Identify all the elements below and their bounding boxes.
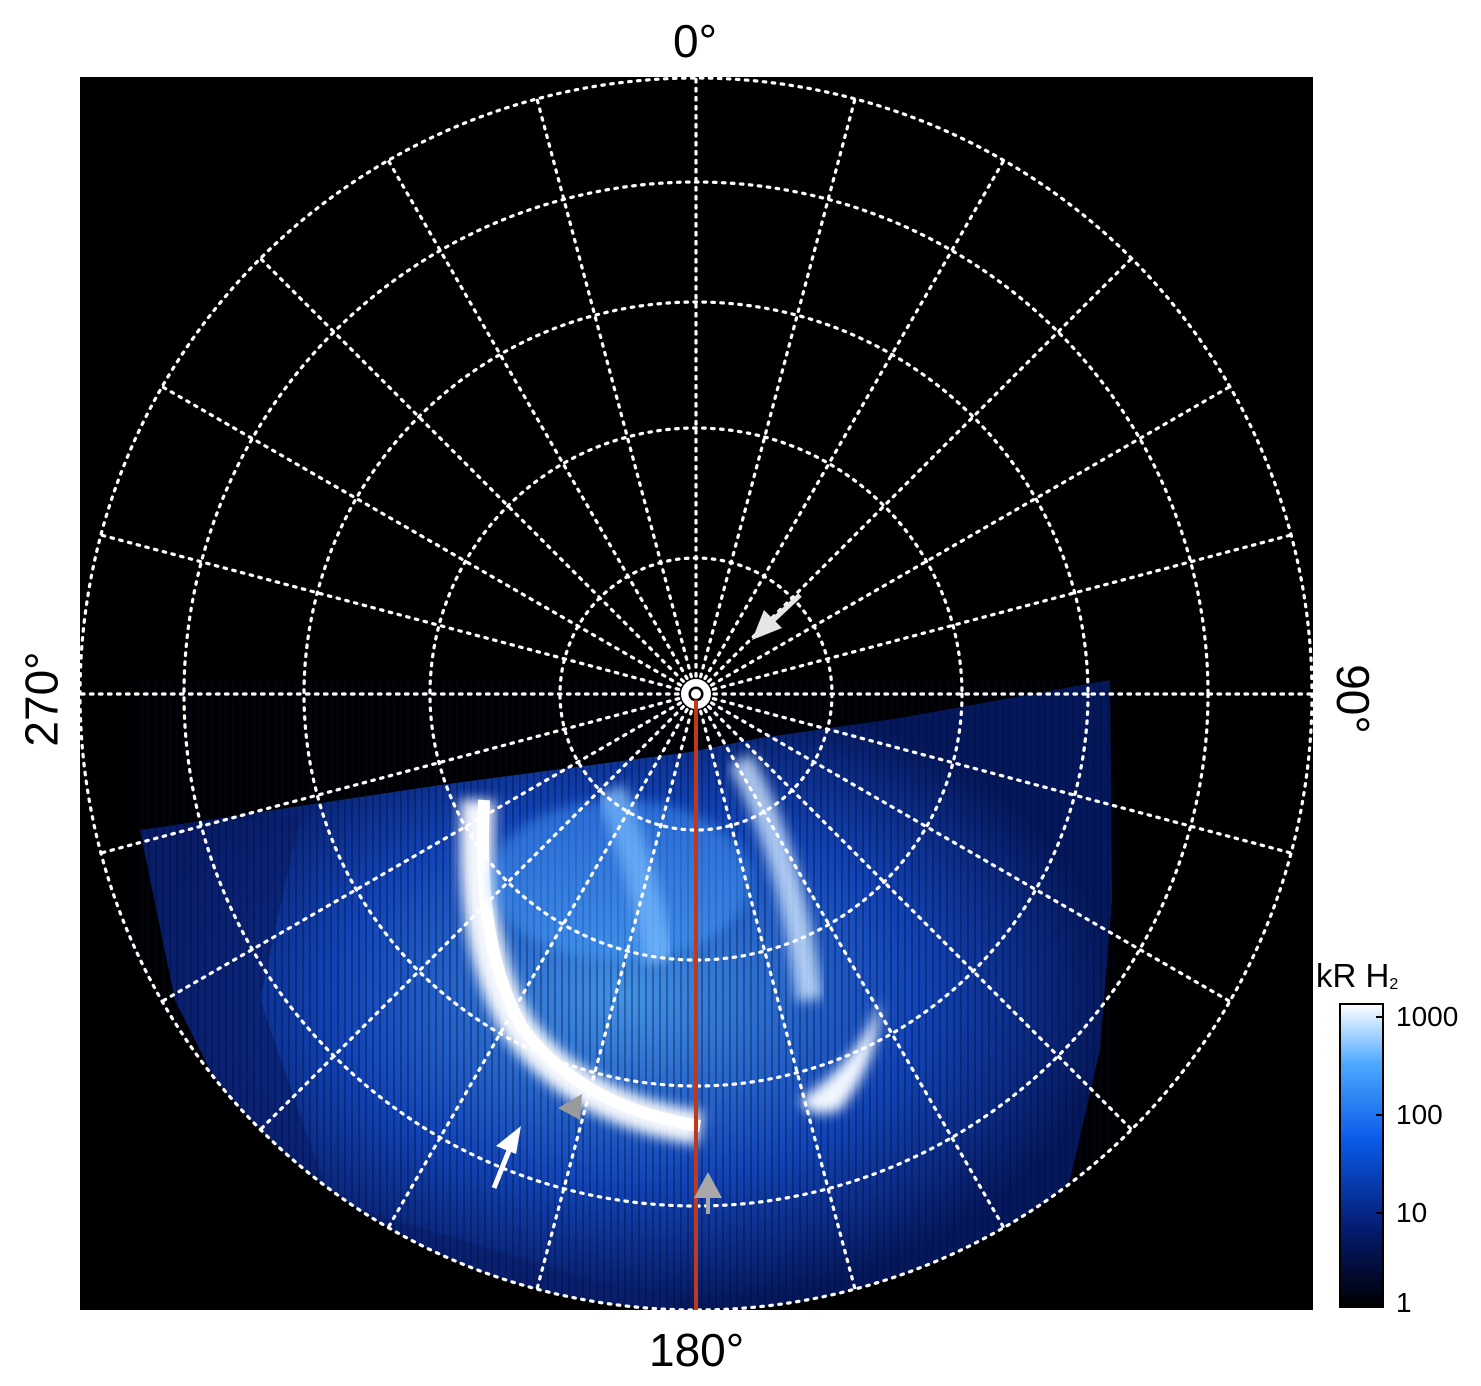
colorbar-title-subscript: 2	[1389, 976, 1399, 993]
colorbar-tick-label: 100	[1396, 1099, 1443, 1130]
arrow-gray-meridian	[694, 1172, 722, 1214]
arrow-upper-right	[752, 593, 802, 640]
colorbar-title: kR H2	[1316, 957, 1398, 995]
bright-streak-east	[728, 753, 823, 1002]
main-auroral-arc-core	[476, 799, 701, 1132]
colorbar-tick-label: 1000	[1396, 1001, 1459, 1032]
bright-patch-east	[800, 1000, 880, 1114]
pole-marker-inner	[691, 689, 701, 699]
polar-cap-glow	[490, 800, 750, 960]
arrowhead-gray-arc	[558, 1094, 582, 1120]
colorbar-tick-label: 1	[1396, 1287, 1412, 1318]
colorbar-title-text: kR H	[1316, 957, 1390, 994]
colorbar-ticks	[1376, 1016, 1383, 1306]
colorbar-tick-label: 10	[1396, 1197, 1428, 1228]
longitude-label-right: 90°	[1326, 664, 1379, 734]
arrow-white-lower-left	[491, 1126, 521, 1189]
longitude-label-left: 270°	[15, 651, 68, 747]
colorbar	[1339, 1003, 1384, 1308]
longitude-label-bottom: 180°	[649, 1324, 745, 1376]
longitude-label-top: 0°	[673, 15, 717, 67]
